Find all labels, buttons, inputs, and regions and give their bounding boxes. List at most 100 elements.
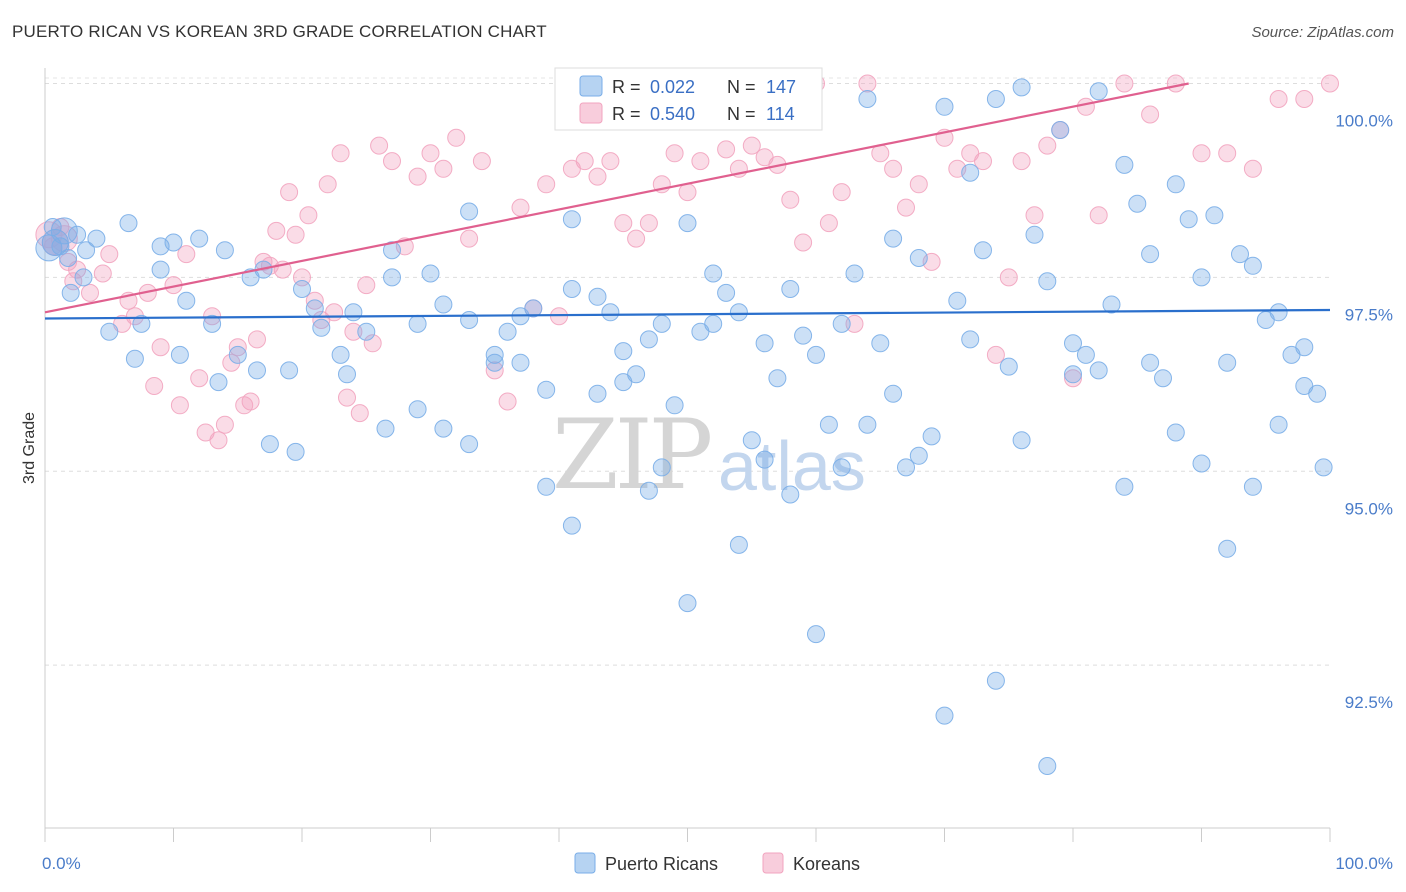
legend-swatch-puerto-ricans [579, 75, 603, 97]
point-koreans [203, 307, 222, 326]
point-koreans [228, 338, 247, 357]
point-koreans [511, 198, 530, 217]
point-puerto-ricans [293, 280, 311, 298]
point-puerto-ricans [59, 249, 78, 267]
point-koreans [81, 283, 99, 302]
point-puerto-ricans [1295, 377, 1314, 395]
point-puerto-ricans [1012, 431, 1031, 450]
data-points [35, 74, 1339, 775]
point-puerto-ricans [1141, 245, 1160, 264]
point-puerto-ricans [704, 314, 723, 333]
point-puerto-ricans [755, 450, 774, 469]
point-puerto-ricans [460, 311, 479, 329]
x-tick-label-max: 100.0% [1335, 854, 1393, 873]
y-tick-label: 92.5% [1345, 693, 1393, 712]
point-puerto-ricans [729, 535, 748, 554]
point-puerto-ricans [485, 353, 504, 372]
legend-r-value-koreans: 0.540 [650, 104, 695, 124]
point-koreans [485, 361, 504, 380]
point-koreans [209, 431, 228, 450]
point-koreans [100, 245, 119, 264]
point-koreans [575, 152, 594, 171]
point-koreans [305, 291, 324, 310]
point-koreans [363, 334, 382, 353]
point-koreans [819, 214, 838, 233]
point-puerto-ricans [897, 458, 915, 477]
point-koreans [1321, 74, 1339, 93]
point-koreans [286, 225, 305, 244]
point-puerto-ricans [305, 299, 324, 318]
point-koreans [1064, 369, 1082, 388]
point-koreans [1115, 74, 1134, 93]
point-puerto-ricans [357, 322, 376, 341]
point-puerto-ricans [999, 357, 1018, 376]
point-koreans [215, 415, 234, 434]
point-puerto-ricans [1218, 539, 1237, 558]
legend-n-value-puerto-ricans: 147 [766, 77, 796, 97]
point-puerto-ricans [1038, 757, 1057, 775]
point-puerto-ricans [884, 384, 903, 403]
y-tick-label: 95.0% [1345, 499, 1393, 518]
point-koreans [601, 152, 620, 171]
y-tick-label: 97.5% [1345, 305, 1393, 324]
point-puerto-ricans [1141, 353, 1160, 372]
x-tick-label-min: 0.0% [42, 854, 81, 873]
point-koreans [1166, 74, 1185, 93]
point-koreans [434, 159, 453, 178]
bottom-legend-label-puerto-ricans: Puerto Ricans [605, 854, 718, 874]
point-puerto-ricans [1012, 78, 1031, 97]
point-koreans [1269, 90, 1288, 108]
y-axis-label: 3rd Grade [21, 412, 38, 484]
point-puerto-ricans [1064, 365, 1082, 384]
point-puerto-ricans [312, 318, 331, 337]
point-puerto-ricans [909, 446, 928, 465]
point-puerto-ricans [1269, 415, 1288, 434]
point-puerto-ricans [537, 477, 556, 496]
point-puerto-ricans [1205, 206, 1224, 225]
point-koreans [832, 183, 851, 202]
point-puerto-ricans [280, 361, 299, 380]
point-puerto-ricans [43, 218, 62, 236]
watermark-zip: ZIP [552, 399, 711, 511]
point-puerto-ricans [77, 241, 96, 260]
point-puerto-ricans [1154, 369, 1172, 388]
point-puerto-ricans [1064, 334, 1082, 353]
point-puerto-ricans [338, 365, 356, 384]
point-puerto-ricans [1192, 268, 1211, 287]
point-puerto-ricans [1025, 225, 1044, 244]
point-koreans [460, 229, 479, 248]
grid-lines [45, 77, 1330, 666]
point-puerto-ricans [434, 419, 453, 438]
point-koreans [974, 152, 992, 171]
axes: 92.5% 95.0% 97.5% 100.0% 0.0% 100.0% 3rd Grade [21, 68, 1393, 873]
point-puerto-ricans [1089, 82, 1108, 101]
point-puerto-ricans [1076, 345, 1095, 364]
point-koreans [280, 183, 299, 202]
point-puerto-ricans [819, 415, 838, 434]
point-puerto-ricans [344, 303, 363, 322]
point-puerto-ricans [562, 516, 581, 535]
point-koreans [858, 74, 877, 93]
point-puerto-ricans [1038, 272, 1057, 291]
point-koreans [897, 198, 915, 217]
point-puerto-ricans [248, 361, 266, 380]
point-puerto-ricans [421, 264, 440, 283]
point-puerto-ricans [1051, 121, 1070, 139]
point-puerto-ricans [562, 210, 581, 229]
point-koreans [177, 245, 196, 264]
trend-line-puerto-ricans [44, 308, 1331, 320]
point-puerto-ricans [228, 345, 247, 364]
legend-swatch-koreans [579, 102, 603, 124]
point-puerto-ricans [639, 481, 658, 500]
legend-n-label-puerto-ricans: N = [727, 77, 756, 97]
point-puerto-ricans [209, 373, 228, 392]
legend-box: R = 0.022 N = 147 R = 0.540 N = 114 [554, 67, 823, 131]
point-koreans [190, 369, 209, 388]
point-puerto-ricans [1115, 477, 1134, 496]
point-koreans [151, 338, 170, 357]
point-puerto-ricans [408, 314, 427, 333]
point-puerto-ricans [1089, 361, 1108, 380]
point-puerto-ricans [1179, 210, 1198, 229]
point-puerto-ricans [1231, 245, 1249, 264]
point-koreans [350, 404, 369, 423]
